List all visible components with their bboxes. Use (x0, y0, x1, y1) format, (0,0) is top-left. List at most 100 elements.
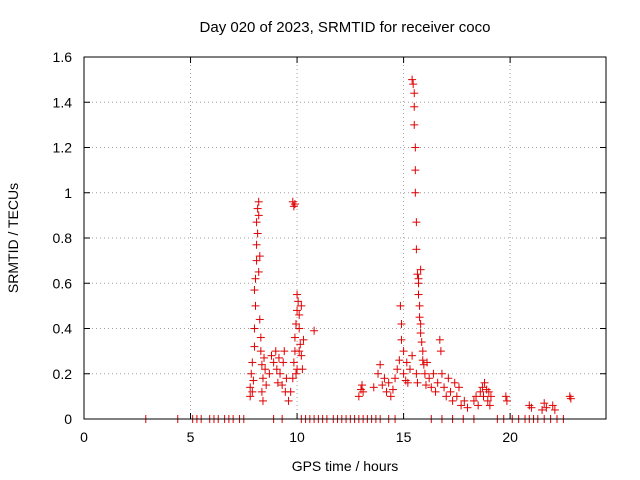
data-point (433, 378, 442, 387)
data-point (286, 387, 295, 396)
y-axis-label: SRMTID / TECUs (5, 183, 21, 293)
data-point (248, 387, 257, 396)
data-point (485, 401, 494, 410)
data-point (374, 369, 383, 378)
data-point (251, 301, 260, 310)
y-tick-label: 1.6 (53, 49, 73, 65)
data-point (252, 240, 261, 249)
y-tick-label: 1 (64, 185, 72, 201)
data-point (354, 392, 363, 401)
data-point (359, 387, 368, 396)
data-point (410, 89, 419, 98)
x-tick-label: 5 (187, 429, 195, 445)
data-point (457, 401, 466, 410)
data-point (256, 347, 265, 356)
tick-labels: 0 5 10 15 20 0 0.2 0.4 0.6 0.8 1 1.2 1.4 1.6 (53, 49, 519, 445)
data-point (376, 360, 385, 369)
x-tick-label: 20 (502, 429, 518, 445)
data-point (440, 383, 449, 392)
data-point (405, 365, 414, 374)
data-point (310, 326, 319, 335)
data-point (527, 403, 536, 412)
data-point (257, 387, 266, 396)
data-point (410, 102, 419, 111)
data-point (452, 392, 461, 401)
data-point (486, 392, 495, 401)
data-point (417, 338, 426, 347)
data-point (472, 392, 481, 401)
data-point (542, 403, 551, 412)
y-tick-label: 1.4 (53, 94, 73, 110)
data-point (550, 405, 559, 414)
data-point (448, 396, 457, 405)
data-point (386, 392, 395, 401)
data-point (254, 197, 263, 206)
data-point (538, 405, 547, 414)
data-point (435, 335, 444, 344)
data-point (420, 369, 429, 378)
x-axis-label: GPS time / hours (292, 458, 399, 474)
data-point (269, 358, 278, 367)
data-point (479, 392, 488, 401)
data-point (293, 365, 302, 374)
data-point (299, 335, 308, 344)
data-point (250, 286, 259, 295)
data-point (427, 383, 436, 392)
data-point (295, 324, 304, 333)
data-point (280, 347, 289, 356)
data-point (265, 369, 274, 378)
data-point (436, 347, 445, 356)
data-point (416, 265, 425, 274)
plot-frame (83, 56, 607, 420)
data-point (410, 120, 419, 129)
data-point (297, 301, 306, 310)
data-point (251, 274, 260, 283)
data-point (446, 387, 455, 396)
data-point (250, 324, 259, 333)
data-point (540, 399, 549, 408)
data-point (548, 401, 557, 410)
data-point (412, 245, 421, 254)
data-point (480, 378, 489, 387)
data-point (437, 369, 446, 378)
data-point (253, 204, 262, 213)
data-point (291, 369, 300, 378)
data-point (412, 369, 421, 378)
data-point (274, 353, 283, 362)
data-point (463, 403, 472, 412)
data-point (258, 396, 267, 405)
data-point (397, 335, 406, 344)
data-point (273, 378, 282, 387)
data-point (476, 387, 485, 396)
data-point (293, 306, 302, 315)
data-point (254, 211, 263, 220)
y-tick-label: 0 (64, 411, 72, 427)
data-point (397, 319, 406, 328)
data-point (290, 200, 299, 209)
data-point (411, 143, 420, 152)
data-point (289, 358, 298, 367)
data-point (409, 80, 418, 89)
data-point (415, 313, 424, 322)
y-tick-label: 0.6 (53, 275, 73, 291)
data-point (267, 351, 276, 360)
data-point (423, 358, 432, 367)
data-point (442, 392, 451, 401)
data-point (395, 356, 404, 365)
x-tick-label: 0 (80, 429, 88, 445)
grid-lines (84, 57, 606, 419)
data-point (413, 270, 422, 279)
data-point (246, 383, 255, 392)
data-point (412, 218, 421, 227)
data-point (255, 252, 264, 261)
data-point (444, 374, 453, 383)
data-point (284, 396, 293, 405)
data-point (469, 396, 478, 405)
data-point (402, 358, 411, 367)
data-point (414, 290, 423, 299)
data-point (247, 369, 256, 378)
data-point (279, 358, 288, 367)
data-point (249, 376, 258, 385)
data-point (450, 378, 459, 387)
